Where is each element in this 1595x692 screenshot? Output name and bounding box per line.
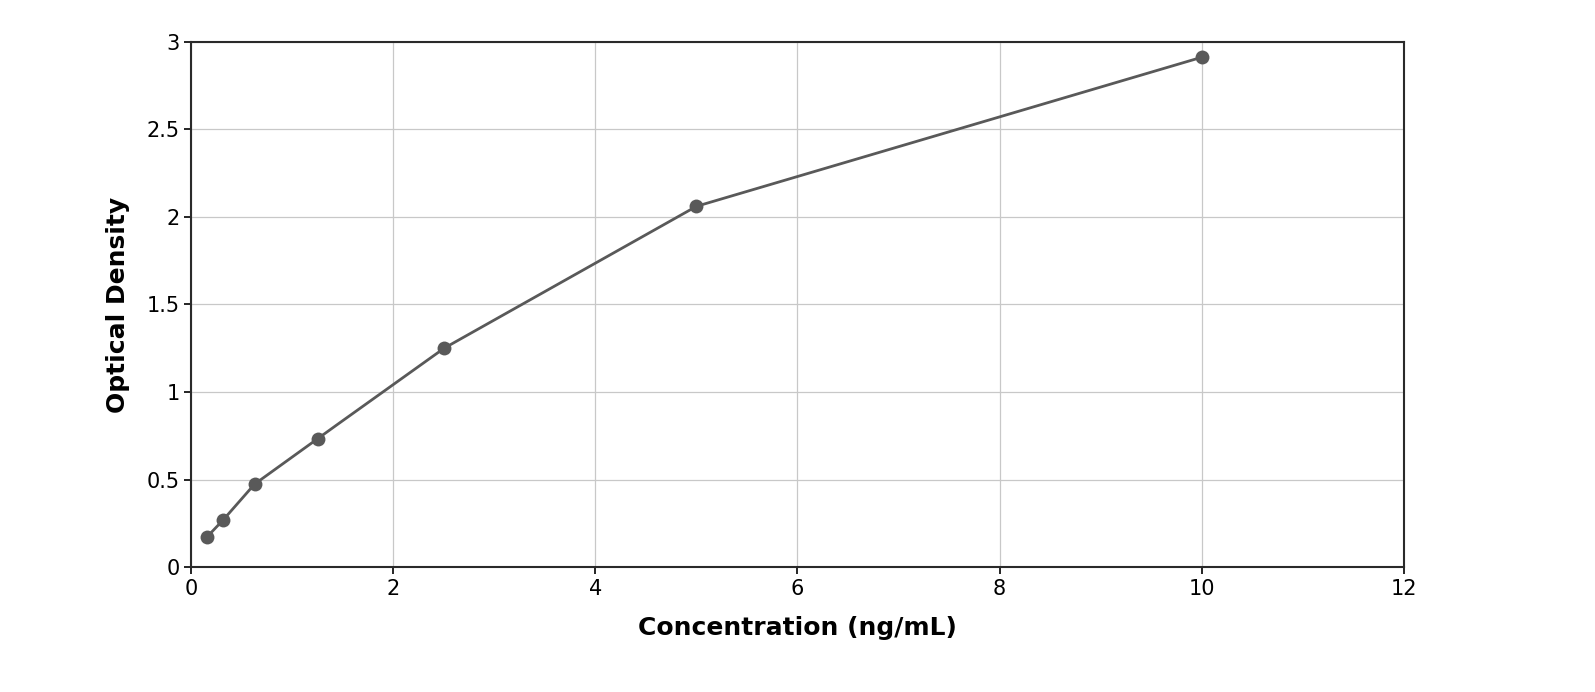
X-axis label: Concentration (ng/mL): Concentration (ng/mL) — [638, 616, 957, 640]
Y-axis label: Optical Density: Optical Density — [105, 197, 129, 412]
